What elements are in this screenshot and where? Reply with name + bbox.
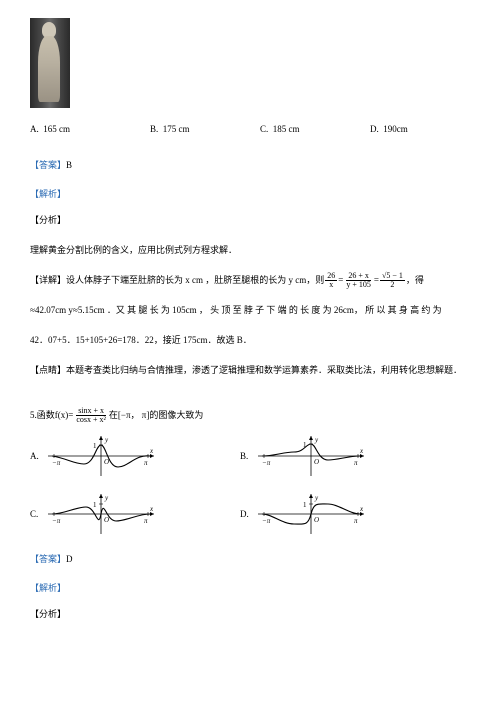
q4-xiangjie-line1: 【详解】 设人体脖子下端至肚脐的长为 x cm ，肚脐至腿根的长为 y cm，则… (30, 271, 470, 289)
dianping-body: 本题考查类比归纳与合情推理，渗透了逻辑推理和数学运算素养．采取类比法，利用转化思… (66, 365, 462, 375)
svg-text:−π: −π (52, 459, 61, 467)
q5-answer-line: 【答案】D (30, 552, 470, 566)
svg-text:x: x (359, 447, 364, 455)
q5-option-c-label: C. (30, 507, 42, 521)
q5-graph-d-cell: D. −π π Oy x 1 (240, 490, 450, 538)
svg-text:π: π (144, 517, 148, 525)
q5-answer-value: D (66, 554, 73, 564)
q4-fenxi-body: 理解黄金分割比例的含义，应用比例式列方程求解． (30, 241, 470, 259)
q4-xiangjie-line2: ≈42.07cm y≈5.15cm ．又 其 腿 长 为 105cm ， 头 顶… (30, 301, 470, 319)
q5-graph-c: −π π Oy x 1 (46, 492, 156, 536)
svg-text:−π: −π (262, 517, 271, 525)
q4-dianping: 【点睛】本题考查类比归纳与合情推理，渗透了逻辑推理和数学运算素养．采取类比法，利… (30, 361, 470, 379)
q4-options-row: A. 165 cm B. 175 cm C. 185 cm D. 190cm (30, 122, 470, 136)
q4-option-b: B. 175 cm (150, 122, 260, 136)
q5-option-d-label: D. (240, 507, 252, 521)
q4-answer-line: 【答案】B (30, 158, 470, 172)
svg-text:1: 1 (303, 501, 307, 509)
svg-text:y: y (104, 494, 109, 502)
svg-text:O: O (104, 458, 109, 466)
svg-text:O: O (314, 516, 319, 524)
q4-answer-value: B (66, 160, 72, 170)
svg-text:O: O (314, 458, 319, 466)
q5-frac-den: cosx + x² (74, 416, 108, 424)
q5-frac: sinx + x cosx + x² (74, 407, 108, 424)
q5-stem: 5.函数f(x)= sinx + x cosx + x² 在[−π， π]的图像… (30, 407, 470, 424)
svg-text:x: x (149, 505, 154, 513)
xiangjie-body-1: 设人体脖子下端至肚脐的长为 x cm ，肚脐至腿根的长为 y cm，则 (66, 271, 324, 289)
q4-fenxi-label: 【分析】 (30, 211, 470, 229)
q5-graph-b-cell: B. −ππOyx1 (240, 432, 450, 480)
q5-graph-grid: A. −π π Oy x 1 B. −π π Oy x 1 C. −π π Oy x 1 D. −π π O… (30, 432, 470, 538)
answer-prefix: 【答案】 (30, 160, 66, 170)
q5-graph-a: −π π Oy x 1 (46, 434, 156, 478)
q5-option-b-label: B. (240, 449, 252, 463)
xiangjie-frac2: 26 + x y + 105 (344, 272, 373, 289)
svg-text:O: O (104, 516, 109, 524)
q5-graph-b: −ππOyx1 (256, 434, 366, 478)
q5-graph-d: −π π Oy x 1 (256, 492, 366, 536)
xiangjie-frac3: √5 − 1 2 (380, 272, 405, 289)
venus-statue-image (30, 18, 70, 108)
svg-text:1: 1 (93, 501, 97, 509)
q5-jiexi-label: 【解析】 (30, 581, 470, 595)
q4-option-a-text: 165 cm (43, 124, 70, 134)
svg-text:y: y (314, 494, 319, 502)
xiangjie-prefix: 【详解】 (30, 271, 66, 289)
q5-prefix: 5.函数f(x)= (30, 408, 73, 422)
q4-option-b-text: 175 cm (163, 124, 190, 134)
xiangjie-frac1: 26 x (325, 272, 337, 289)
svg-text:π: π (354, 459, 358, 467)
q4-option-a: A. 165 cm (30, 122, 150, 136)
q4-option-c: C. 185 cm (260, 122, 370, 136)
q5-fenxi-label: 【分析】 (30, 605, 470, 623)
svg-text:π: π (144, 459, 148, 467)
frac3-den: 2 (388, 281, 396, 289)
frac2-den: y + 105 (344, 281, 373, 289)
q4-xiangjie-line3: 42．07+5．15+105+26=178．22，接近 175cm．故选 B． (30, 331, 470, 349)
q5-answer-prefix: 【答案】 (30, 554, 66, 564)
q4-option-c-text: 185 cm (273, 124, 300, 134)
q4-jiexi-label: 【解析】 (30, 187, 470, 201)
eq1: = (338, 271, 343, 289)
svg-text:x: x (359, 505, 364, 513)
svg-text:1: 1 (93, 442, 97, 450)
svg-text:π: π (354, 517, 358, 525)
q5-graph-c-cell: C. −π π Oy x 1 (30, 490, 240, 538)
dianping-prefix: 【点睛】 (30, 365, 66, 375)
svg-text:−π: −π (262, 459, 271, 467)
svg-text:y: y (104, 436, 109, 444)
q5-graph-a-cell: A. −π π Oy x 1 (30, 432, 240, 480)
q4-option-d: D. 190cm (370, 122, 470, 136)
eq2: = (374, 271, 379, 289)
xiangjie-tail-1: ，得 (406, 271, 424, 289)
q4-option-d-text: 190cm (383, 124, 408, 134)
svg-text:x: x (149, 447, 154, 455)
q5-option-a-label: A. (30, 449, 42, 463)
frac1-den: x (327, 281, 335, 289)
svg-text:y: y (314, 436, 319, 444)
q5-suffix: 在[−π， π]的图像大致为 (109, 408, 203, 422)
svg-text:−π: −π (52, 517, 61, 525)
